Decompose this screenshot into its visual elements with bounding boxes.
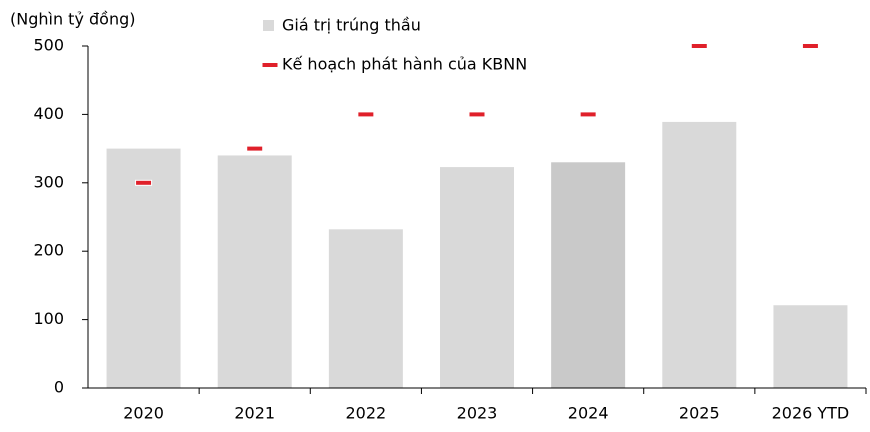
x-tick-label: 2022 [345, 404, 386, 423]
bar [662, 121, 737, 388]
plan-marker [468, 111, 486, 118]
x-tick-label: 2020 [123, 404, 164, 423]
y-tick-label: 0 [54, 378, 64, 397]
bar [440, 167, 514, 388]
bar [106, 148, 181, 388]
y-tick-label: 400 [33, 104, 64, 123]
plan-marker [579, 111, 597, 118]
legend-swatch [263, 20, 274, 31]
legend-label: Giá trị trúng thầu [282, 16, 421, 35]
x-tick-label: 2024 [568, 404, 609, 423]
bar [773, 305, 848, 388]
x-tick-label: 2021 [234, 404, 275, 423]
bar [328, 229, 403, 388]
plan-marker [246, 145, 264, 152]
y-tick-label: 300 [33, 172, 64, 191]
plan-marker [801, 43, 819, 49]
x-tick-label: 2026 YTD [772, 404, 850, 423]
y-tick-label: 500 [33, 36, 64, 55]
bar [217, 155, 292, 388]
y-tick-label: 100 [33, 309, 64, 328]
legend-label: Kế hoạch phát hành của KBNN [282, 55, 527, 74]
legend-swatch [261, 62, 279, 68]
y-axis-label: (Nghìn tỷ đồng) [10, 10, 136, 29]
plan-marker [135, 179, 153, 186]
bar [551, 162, 626, 388]
y-tick-label: 200 [33, 241, 64, 260]
plan-marker [357, 111, 375, 118]
x-tick-label: 2023 [457, 404, 498, 423]
plan-marker [690, 43, 708, 49]
x-tick-label: 2025 [679, 404, 720, 423]
